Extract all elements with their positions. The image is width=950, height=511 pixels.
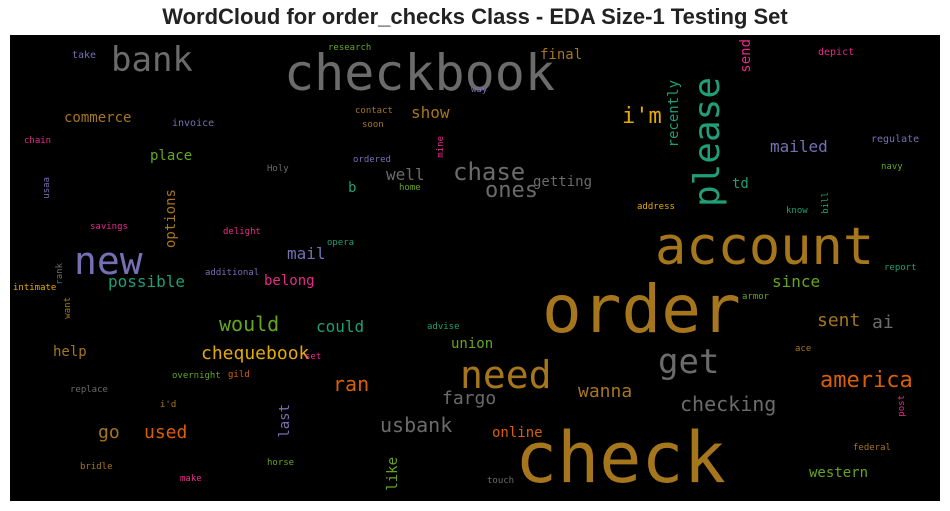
word-like: like [385, 457, 401, 491]
word-possible: possible [108, 272, 186, 291]
word-td: td [732, 176, 749, 192]
word-last: last [277, 404, 293, 438]
word-chain: chain [24, 136, 52, 146]
word-order: order [542, 271, 741, 348]
word-place: place [150, 148, 193, 164]
word-sent: sent [817, 310, 861, 331]
word-ran: ran [333, 372, 370, 396]
word-usbank: usbank [380, 413, 453, 437]
word-checkbook: checkbook [284, 44, 555, 102]
word-armor: armor [742, 292, 770, 302]
word-show: show [411, 103, 450, 122]
page-title: WordCloud for order_checks Class - EDA S… [162, 4, 788, 29]
word-account: account [655, 217, 875, 277]
word-online: online [492, 425, 543, 441]
word-used: used [144, 422, 188, 443]
word-mine: mine [436, 136, 446, 158]
word-regulate: regulate [871, 134, 920, 145]
word-well: well [386, 165, 425, 184]
word-mailed: mailed [770, 137, 828, 156]
word-send: send [738, 39, 754, 73]
word-usaa: usaa [42, 177, 52, 199]
word-please: please [687, 77, 728, 208]
word-soon: soon [362, 120, 384, 130]
word-address: address [637, 202, 675, 212]
word-b: b [348, 180, 357, 196]
word-union: union [451, 336, 494, 352]
word-replace: replace [70, 385, 108, 395]
word-take: take [72, 50, 97, 61]
word-delight: delight [223, 227, 261, 237]
word-bank: bank [111, 40, 193, 80]
word-id: i'd [160, 400, 177, 410]
word-holy: Holy [267, 164, 289, 174]
word-make: make [180, 474, 202, 484]
word-rank: rank [55, 263, 65, 285]
word-ace: ace [795, 344, 812, 354]
word-could: could [316, 317, 365, 336]
word-checking: checking [680, 392, 777, 416]
word-want: want [63, 297, 73, 319]
word-additional: additional [205, 268, 260, 278]
word-need: need [460, 353, 552, 397]
word-navy: navy [881, 162, 903, 172]
word-ai: ai [872, 312, 894, 333]
word-go: go [98, 422, 120, 443]
word-chequebook: chequebook [201, 343, 310, 364]
word-mail: mail [287, 244, 326, 263]
word-would: would [219, 312, 280, 336]
word-check: check [515, 417, 726, 499]
word-america: america [820, 368, 913, 393]
word-cloud: checkbook bank please account order chec… [10, 35, 940, 501]
word-savings: savings [90, 222, 128, 232]
word-opera: opera [327, 238, 355, 248]
word-contact: contact [355, 106, 393, 116]
word-home: home [399, 183, 421, 193]
word-report: report [884, 263, 917, 273]
word-ones: ones [485, 178, 538, 203]
word-touch: touch [487, 476, 515, 486]
word-recently: recently [666, 80, 682, 148]
word-horse: horse [267, 458, 295, 468]
word-gild: gild [228, 370, 250, 380]
word-new: new [74, 239, 143, 283]
word-since: since [772, 272, 821, 291]
word-bridle: bridle [80, 462, 113, 472]
word-federal: federal [853, 443, 891, 453]
word-fargo: fargo [442, 388, 497, 409]
word-set: set [305, 352, 322, 362]
word-final: final [540, 47, 583, 63]
word-getting: getting [533, 174, 593, 190]
word-depict: depict [818, 47, 855, 58]
word-belong: belong [264, 273, 315, 289]
word-know: know [786, 206, 808, 216]
word-options: options [163, 189, 179, 249]
word-get: get [658, 342, 720, 382]
word-ordered: ordered [353, 155, 391, 165]
word-help: help [53, 344, 87, 360]
word-way: way [471, 85, 488, 95]
word-research: research [328, 43, 372, 53]
word-bill: bill [821, 192, 831, 214]
word-commerce: commerce [64, 110, 132, 126]
word-advise: advise [427, 322, 460, 332]
word-chase: chase [453, 158, 526, 186]
word-wanna: wanna [578, 381, 633, 402]
word-post: post [897, 395, 907, 417]
word-overnight: overnight [172, 371, 221, 381]
word-invoice: invoice [172, 118, 215, 129]
word-intimate: intimate [13, 283, 57, 293]
word-western: western [809, 465, 869, 481]
word-im: i'm [622, 104, 662, 129]
